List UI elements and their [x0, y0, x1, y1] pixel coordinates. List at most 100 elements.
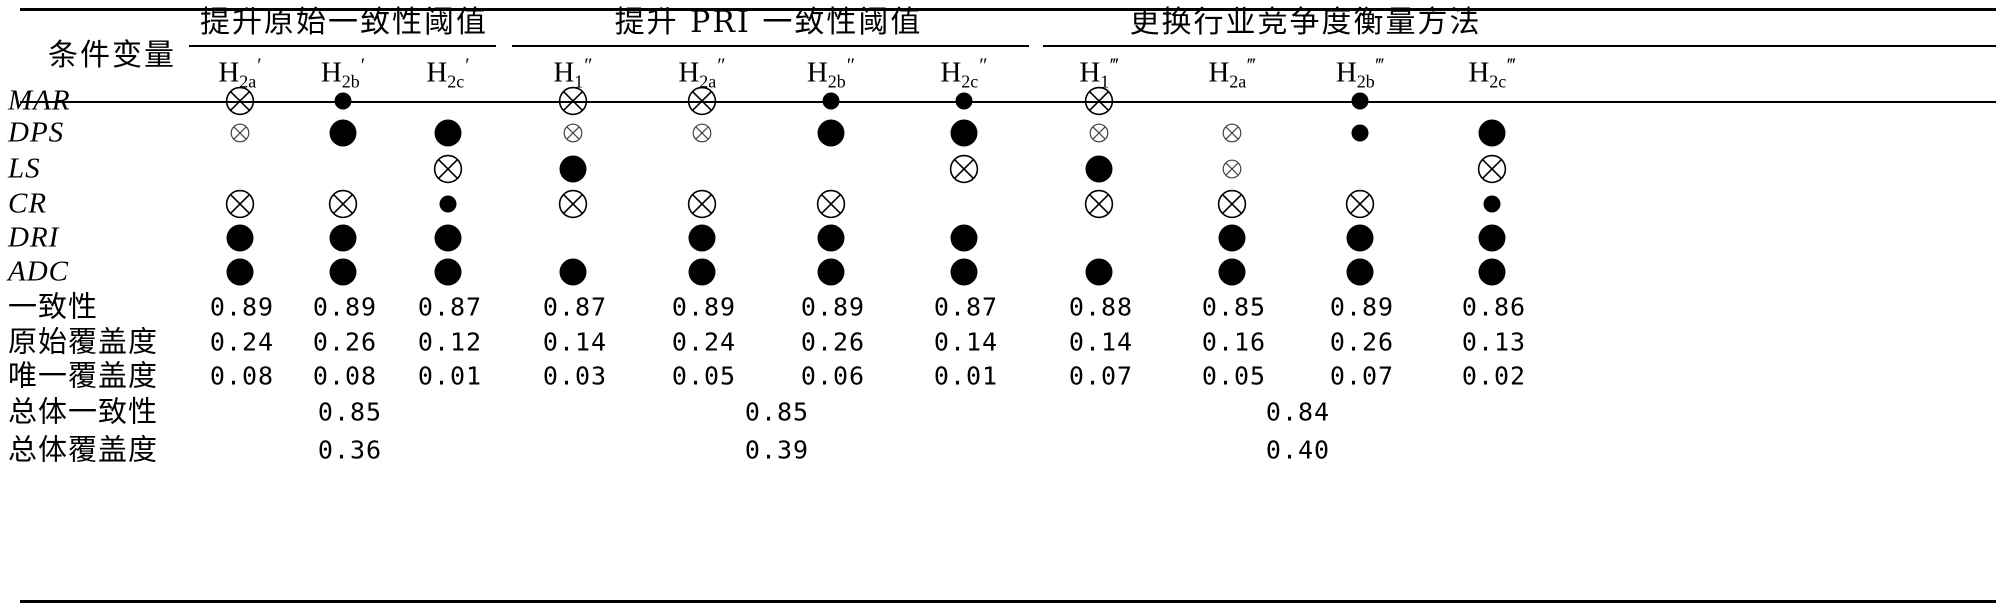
peripheral-absent-crossed-circle-icon	[692, 123, 712, 143]
stat-value: 0.02	[1461, 361, 1527, 391]
stat-value: 0.03	[542, 361, 608, 391]
condition-label: DPS	[8, 116, 65, 149]
peripheral-present-circle-icon	[1483, 195, 1501, 213]
hypothesis-prime: ‴	[1247, 54, 1256, 77]
core-present-circle-icon	[817, 258, 845, 286]
stat-value: 0.89	[209, 292, 275, 322]
hypothesis-prime: ′	[257, 54, 262, 77]
group-header-rule	[1043, 45, 1996, 47]
group-header: 提升 PRI 一致性阈值	[614, 5, 923, 40]
core-present-circle-icon	[434, 119, 462, 147]
core-absent-crossed-circle-icon	[687, 86, 717, 116]
core-present-circle-icon	[329, 119, 357, 147]
core-present-circle-icon	[226, 224, 254, 252]
core-absent-crossed-circle-icon	[433, 154, 463, 184]
table-top-rule	[20, 8, 1996, 11]
core-present-circle-icon	[688, 224, 716, 252]
stat-value: 0.01	[933, 361, 999, 391]
hypothesis-base: H	[1079, 56, 1101, 89]
stat-value: 0.05	[671, 361, 737, 391]
peripheral-absent-crossed-circle-icon	[1089, 123, 1109, 143]
overall-value: 0.85	[744, 397, 810, 427]
stat-value: 0.89	[671, 292, 737, 322]
core-absent-crossed-circle-icon	[949, 154, 979, 184]
stat-value: 0.26	[1329, 327, 1395, 357]
stat-value: 0.85	[1201, 292, 1267, 322]
stat-value: 0.08	[209, 361, 275, 391]
core-present-circle-icon	[329, 224, 357, 252]
hypothesis-header: H2a‴	[1208, 56, 1255, 91]
stat-value: 0.08	[312, 361, 378, 391]
stat-value: 0.87	[542, 292, 608, 322]
core-present-circle-icon	[1085, 155, 1113, 183]
hypothesis-prime: ″	[717, 54, 726, 77]
core-present-circle-icon	[559, 258, 587, 286]
core-absent-crossed-circle-icon	[1084, 86, 1114, 116]
core-present-circle-icon	[1478, 258, 1506, 286]
condition-label: DRI	[8, 221, 60, 254]
peripheral-absent-crossed-circle-icon	[1222, 123, 1242, 143]
hypothesis-subscript: 2b	[1356, 71, 1375, 92]
core-present-circle-icon	[817, 119, 845, 147]
condition-label: LS	[8, 152, 41, 185]
stat-value: 0.01	[417, 361, 483, 391]
group-header-rule	[189, 45, 496, 47]
stat-value: 0.06	[800, 361, 866, 391]
hypothesis-header: H2c‴	[1468, 56, 1515, 91]
condition-label: MAR	[8, 84, 71, 117]
core-present-circle-icon	[950, 224, 978, 252]
hypothesis-prime: ″	[979, 54, 988, 77]
hypothesis-prime: ′	[465, 54, 470, 77]
core-absent-crossed-circle-icon	[225, 86, 255, 116]
peripheral-absent-crossed-circle-icon	[230, 123, 250, 143]
core-absent-crossed-circle-icon	[558, 189, 588, 219]
hypothesis-header: H2a″	[678, 56, 725, 91]
hypothesis-header: H2b′	[321, 56, 365, 91]
overall-label: 总体覆盖度	[8, 432, 159, 467]
core-absent-crossed-circle-icon	[1477, 154, 1507, 184]
peripheral-absent-crossed-circle-icon	[563, 123, 583, 143]
core-absent-crossed-circle-icon	[1217, 189, 1247, 219]
stat-value: 0.88	[1068, 292, 1134, 322]
core-present-circle-icon	[434, 224, 462, 252]
peripheral-present-circle-icon	[1351, 92, 1369, 110]
core-present-circle-icon	[226, 258, 254, 286]
hypothesis-subscript: 1	[1100, 71, 1110, 92]
overall-value: 0.40	[1265, 435, 1331, 465]
hypothesis-subscript: 2b	[341, 71, 360, 92]
stat-value: 0.24	[671, 327, 737, 357]
core-absent-crossed-circle-icon	[687, 189, 717, 219]
hypothesis-base: H	[1208, 56, 1230, 89]
stat-value: 0.14	[542, 327, 608, 357]
core-present-circle-icon	[1085, 258, 1113, 286]
hypothesis-header: H2b″	[807, 56, 855, 91]
core-present-circle-icon	[329, 258, 357, 286]
stat-label: 一致性	[8, 289, 99, 324]
hypothesis-base: H	[1468, 56, 1490, 89]
hypothesis-prime: ‴	[1110, 54, 1119, 77]
hypothesis-base: H	[320, 56, 342, 89]
hypothesis-base: H	[940, 56, 962, 89]
hypothesis-base: H	[553, 56, 575, 89]
hypothesis-subscript: 2a	[239, 71, 257, 92]
core-present-circle-icon	[1218, 224, 1246, 252]
stat-label: 唯一覆盖度	[8, 358, 159, 393]
stat-value: 0.89	[800, 292, 866, 322]
hypothesis-header: H2b‴	[1336, 56, 1384, 91]
stat-value: 0.14	[1068, 327, 1134, 357]
hypothesis-header: H2a′	[218, 56, 261, 91]
core-present-circle-icon	[1346, 258, 1374, 286]
core-present-circle-icon	[1478, 119, 1506, 147]
hypothesis-subscript: 2a	[699, 71, 717, 92]
peripheral-present-circle-icon	[334, 92, 352, 110]
stat-value: 0.24	[209, 327, 275, 357]
stat-value: 0.07	[1329, 361, 1395, 391]
hypothesis-subscript: 2a	[1229, 71, 1247, 92]
stat-value: 0.87	[417, 292, 483, 322]
core-absent-crossed-circle-icon	[816, 189, 846, 219]
hypothesis-header: H2c″	[940, 56, 987, 91]
stat-value: 0.14	[933, 327, 999, 357]
core-present-circle-icon	[817, 224, 845, 252]
stat-value: 0.86	[1461, 292, 1527, 322]
overall-value: 0.85	[317, 397, 383, 427]
